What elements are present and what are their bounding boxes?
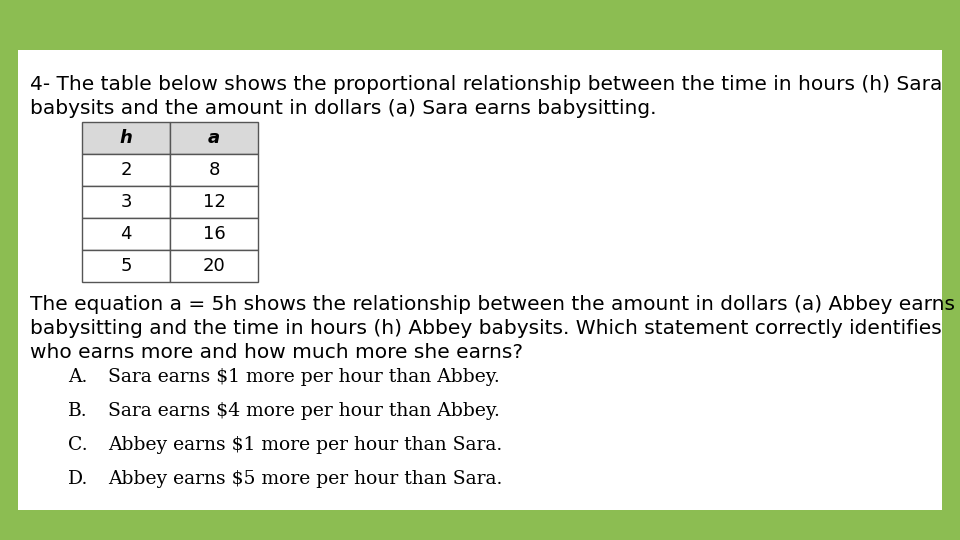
Text: The equation a = 5h shows the relationship between the amount in dollars (a) Abb: The equation a = 5h shows the relationsh…	[30, 295, 955, 314]
Bar	[82, 218, 170, 250]
Text: 5: 5	[120, 257, 132, 275]
Text: Abbey earns $1 more per hour than Sara.: Abbey earns $1 more per hour than Sara.	[108, 436, 502, 454]
Text: 12: 12	[203, 193, 226, 211]
Text: Sara earns $4 more per hour than Abbey.: Sara earns $4 more per hour than Abbey.	[108, 402, 500, 420]
Bar	[170, 218, 258, 250]
Text: 8: 8	[208, 161, 220, 179]
Text: A.: A.	[68, 368, 87, 386]
Text: 4- The table below shows the proportional relationship between the time in hours: 4- The table below shows the proportiona…	[30, 75, 943, 94]
Bar	[82, 186, 170, 218]
Text: who earns more and how much more she earns?: who earns more and how much more she ear…	[30, 343, 523, 362]
Text: 16: 16	[203, 225, 226, 243]
Text: a: a	[208, 129, 220, 147]
Bar	[82, 250, 170, 282]
Bar	[170, 154, 258, 186]
Text: 4: 4	[120, 225, 132, 243]
Text: C.: C.	[68, 436, 87, 454]
Bar	[170, 122, 258, 154]
Bar	[170, 250, 258, 282]
Text: babysitting and the time in hours (h) Abbey babysits. Which statement correctly : babysitting and the time in hours (h) Ab…	[30, 319, 942, 338]
Text: Sara earns $1 more per hour than Abbey.: Sara earns $1 more per hour than Abbey.	[108, 368, 500, 386]
Text: Abbey earns $5 more per hour than Sara.: Abbey earns $5 more per hour than Sara.	[108, 470, 502, 488]
Bar	[82, 154, 170, 186]
Bar	[18, 50, 942, 510]
Text: 20: 20	[203, 257, 226, 275]
Text: babysits and the amount in dollars (a) Sara earns babysitting.: babysits and the amount in dollars (a) S…	[30, 99, 657, 118]
Text: B.: B.	[68, 402, 87, 420]
Text: D.: D.	[68, 470, 88, 488]
Bar	[82, 122, 170, 154]
Text: 3: 3	[120, 193, 132, 211]
Bar	[170, 186, 258, 218]
Text: h: h	[120, 129, 132, 147]
Text: 2: 2	[120, 161, 132, 179]
